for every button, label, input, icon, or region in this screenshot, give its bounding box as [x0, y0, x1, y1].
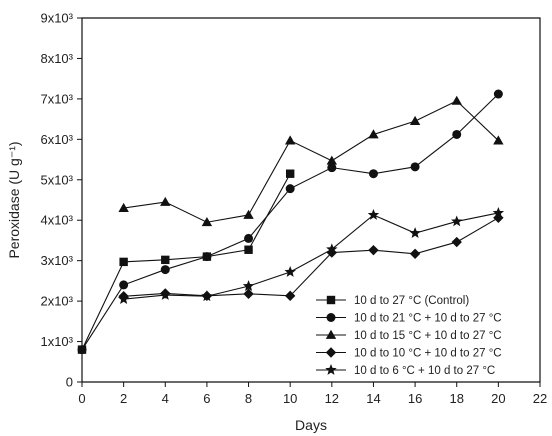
data-point-star — [159, 289, 171, 300]
data-point-triangle — [160, 196, 171, 206]
x-axis-ticks: 0 2 4 6 8 10 12 14 16 18 20 22 — [78, 382, 547, 406]
legend-item: 10 d to 10 °C + 10 d to 27 °C — [316, 347, 502, 360]
legend-item: 10 d to 15 °C + 10 d to 27 °C — [316, 329, 502, 342]
data-point-star — [367, 208, 380, 220]
series-square — [77, 169, 295, 354]
legend-marker-star — [325, 364, 337, 375]
data-point-diamond — [284, 290, 296, 302]
legend-label: 10 d to 10 °C + 10 d to 27 °C — [354, 348, 502, 360]
x-axis-label: Days — [295, 417, 327, 433]
y-tick-label: 2x10³ — [40, 294, 73, 309]
data-point-diamond — [409, 248, 421, 259]
data-point-diamond — [243, 288, 254, 300]
y-tick-label: 9x10³ — [40, 11, 73, 26]
data-point-triangle — [409, 115, 421, 126]
data-point-triangle — [326, 155, 338, 165]
data-point-circle — [202, 252, 212, 262]
y-tick-label: 1x10³ — [40, 334, 73, 349]
data-point-triangle — [368, 129, 379, 139]
data-point-circle — [285, 184, 295, 194]
data-point-circle — [410, 162, 420, 172]
data-point-circle — [77, 345, 87, 355]
legend-marker-circle — [326, 313, 336, 322]
legend-label: 10 d to 27 °C (Control) — [354, 295, 469, 307]
data-point-triangle — [284, 135, 296, 145]
y-tick-label: 6x10³ — [40, 132, 73, 147]
x-tick-label: 8 — [245, 391, 252, 406]
series-star — [117, 206, 505, 304]
data-point-diamond — [368, 244, 379, 256]
x-tick-label: 18 — [449, 391, 463, 406]
legend-item: 10 d to 27 °C (Control) — [316, 295, 469, 307]
y-tick-label: 8x10³ — [40, 51, 73, 66]
x-tick-label: 10 — [283, 391, 297, 406]
data-point-star — [326, 243, 338, 255]
data-point-square — [244, 245, 253, 254]
data-point-star — [201, 290, 213, 302]
data-point-circle — [244, 233, 254, 243]
x-tick-label: 2 — [120, 391, 127, 406]
data-point-star — [117, 293, 130, 304]
data-point-star — [409, 227, 421, 239]
series-line — [123, 100, 499, 223]
data-point-circle — [452, 129, 462, 139]
x-tick-label: 20 — [491, 391, 505, 406]
series-line — [123, 212, 499, 300]
legend-label: 10 d to 6 °C + 10 d to 27 °C — [354, 365, 495, 377]
series-triangle — [118, 95, 504, 227]
data-point-square — [161, 255, 170, 265]
x-tick-label: 0 — [78, 391, 85, 406]
legend-item: 10 d to 6 °C + 10 d to 27 °C — [316, 364, 495, 377]
y-axis-label: Peroxidase (U g⁻¹) — [6, 141, 22, 258]
legend-label: 10 d to 21 °C + 10 d to 27 °C — [354, 313, 502, 325]
y-tick-label: 5x10³ — [40, 172, 73, 187]
x-tick-label: 6 — [203, 391, 210, 406]
legend-marker-diamond — [325, 347, 337, 358]
x-tick-label: 4 — [162, 391, 169, 406]
x-tick-label: 12 — [325, 391, 339, 406]
data-point-triangle — [451, 95, 462, 105]
legend-item: 10 d to 21 °C + 10 d to 27 °C — [316, 313, 502, 325]
data-point-star — [242, 280, 255, 291]
legend-marker-triangle — [325, 329, 337, 339]
y-axis-ticks: 0 1x10³ 2x10³ 3x10³ 4x10³ 5x10³ 6x10³ 7x10³ 8x10… — [40, 11, 82, 390]
axes — [81, 17, 541, 383]
data-point-diamond — [451, 236, 462, 248]
series-line — [81, 173, 291, 350]
series-diamond — [118, 212, 504, 302]
data-point-square — [285, 169, 295, 178]
series-circle — [77, 89, 503, 355]
data-point-triangle — [243, 209, 254, 219]
y-tick-label: 0 — [66, 375, 73, 390]
data-point-circle — [368, 169, 378, 179]
plot-frame — [81, 17, 541, 383]
legend-marker-square — [326, 295, 336, 305]
data-point-triangle — [201, 217, 213, 227]
data-point-circle — [493, 89, 503, 99]
data-point-star — [284, 265, 296, 277]
legend-label: 10 d to 15 °C + 10 d to 27 °C — [354, 330, 502, 342]
data-point-star — [451, 215, 463, 227]
series-line — [81, 93, 499, 350]
data-point-triangle — [118, 202, 129, 212]
series-line — [123, 217, 499, 297]
data-point-square — [119, 257, 128, 267]
x-tick-label: 16 — [408, 391, 422, 406]
series-layer — [77, 89, 505, 355]
x-tick-label: 14 — [366, 391, 380, 406]
data-point-triangle — [493, 135, 504, 145]
data-point-circle — [119, 280, 129, 290]
legend: 10 d to 27 °C (Control) 10 d to 21 °C + 1… — [316, 295, 502, 377]
data-point-circle — [160, 265, 170, 275]
data-point-star — [492, 206, 505, 218]
y-tick-label: 7x10³ — [40, 91, 73, 106]
x-tick-label: 22 — [533, 391, 547, 406]
data-point-circle — [327, 163, 337, 173]
y-tick-label: 4x10³ — [40, 213, 73, 228]
y-tick-label: 3x10³ — [40, 253, 73, 268]
